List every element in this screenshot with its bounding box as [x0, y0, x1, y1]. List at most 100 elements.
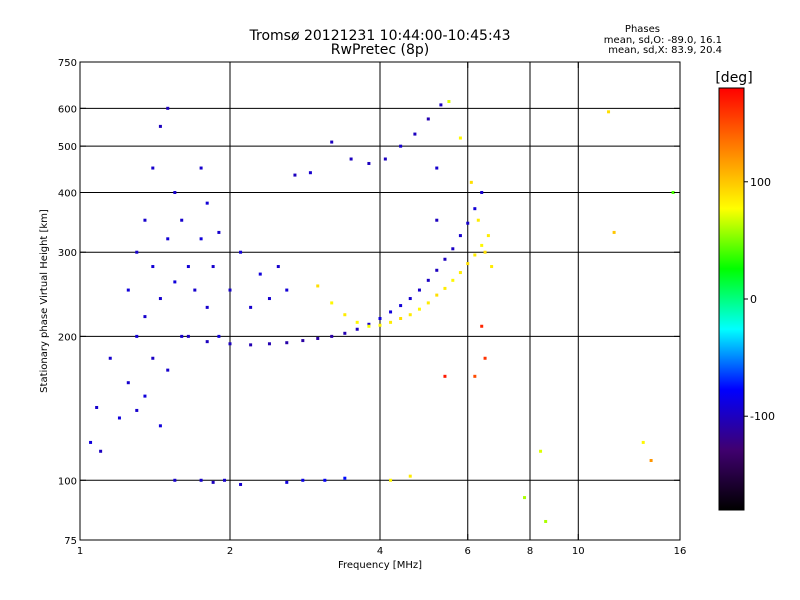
y-axis-label: Stationary phase Virtual Height [km] — [39, 209, 50, 393]
echo-point — [447, 100, 451, 104]
echo-point — [285, 480, 289, 484]
echo-point — [199, 166, 203, 170]
stats-o-mode: mean, sd,O: -89.0, 16.1 — [604, 35, 722, 46]
echo-point — [205, 305, 209, 309]
chart-title: Tromsø 20121231 10:44:00-10:45:43 — [249, 28, 511, 44]
echo-point — [158, 424, 162, 428]
echo-point — [389, 310, 393, 314]
x-tick-label: 6 — [465, 546, 471, 557]
echo-point — [173, 280, 177, 284]
echo-point — [435, 293, 439, 297]
echo-point — [330, 301, 334, 305]
echo-point — [367, 324, 371, 328]
echo-point — [267, 297, 271, 301]
echo-point — [223, 478, 227, 482]
echo-point — [469, 180, 473, 184]
colorbar-label: [deg] — [715, 70, 752, 86]
x-axis-label: Frequency [MHz] — [338, 560, 422, 571]
echo-point — [151, 265, 155, 269]
echo-point — [480, 190, 484, 194]
echo-point — [166, 368, 170, 372]
echo-point — [249, 343, 253, 347]
echo-point — [641, 440, 645, 444]
echo-point — [612, 230, 616, 234]
echo-point — [173, 478, 177, 482]
echo-point — [483, 356, 487, 360]
x-tick-label: 10 — [572, 546, 585, 557]
echo-point — [523, 496, 527, 500]
x-axis-ticks: 1 2 4 6 8 10 16 — [77, 62, 686, 557]
echo-point — [443, 257, 447, 261]
echo-point — [135, 250, 139, 254]
echo-point — [443, 286, 447, 290]
echo-point — [473, 253, 477, 257]
y-tick-label: 500 — [58, 142, 77, 153]
echo-point — [349, 157, 353, 161]
echo-point — [301, 339, 305, 343]
echo-point — [451, 247, 455, 251]
echo-point — [671, 190, 675, 194]
echo-point — [426, 278, 430, 282]
stats-heading: Phases — [625, 24, 660, 35]
echo-point — [607, 110, 611, 114]
echo-point — [435, 218, 439, 222]
echo-point — [389, 320, 393, 324]
echo-point — [443, 374, 447, 378]
echo-point — [316, 336, 320, 340]
echo-point — [293, 173, 297, 177]
y-tick-label: 750 — [58, 58, 77, 69]
echo-point — [316, 284, 320, 288]
echo-point — [458, 136, 462, 140]
echo-point — [285, 341, 289, 345]
echo-point — [126, 381, 130, 385]
echo-point — [158, 124, 162, 128]
echo-point — [426, 301, 430, 305]
echo-point — [186, 265, 190, 269]
echo-point — [473, 207, 477, 211]
y-tick-label: 100 — [58, 476, 77, 487]
echo-point — [383, 157, 387, 161]
echo-point — [483, 250, 487, 254]
echo-point — [267, 342, 271, 346]
echo-point — [378, 316, 382, 320]
echo-point — [490, 265, 494, 269]
x-tick-label: 8 — [527, 546, 533, 557]
x-tick-label: 4 — [377, 546, 383, 557]
echo-point — [239, 482, 243, 486]
echo-point — [476, 218, 480, 222]
echo-point — [143, 218, 147, 222]
echo-point — [408, 313, 412, 317]
echo-point — [458, 234, 462, 238]
echo-point — [180, 218, 184, 222]
echo-point — [399, 144, 403, 148]
echo-point — [239, 250, 243, 254]
echo-point — [166, 237, 170, 241]
y-tick-label: 400 — [58, 188, 77, 199]
echo-point — [413, 132, 417, 136]
echo-point — [108, 356, 112, 360]
echo-point — [89, 440, 93, 444]
echo-point — [367, 322, 371, 326]
echo-point — [199, 237, 203, 241]
echo-point — [367, 161, 371, 165]
echo-point — [649, 458, 653, 462]
echo-point — [285, 288, 289, 292]
echo-points — [89, 100, 675, 523]
echo-point — [539, 449, 543, 453]
stats-x-mode: mean, sd,X: 83.9, 20.4 — [608, 45, 722, 56]
echo-point — [186, 334, 190, 338]
echo-point — [143, 315, 147, 319]
echo-point — [158, 297, 162, 301]
echo-point — [217, 230, 221, 234]
y-tick-label: 200 — [58, 332, 77, 343]
plot-grid — [80, 62, 680, 540]
echo-point — [151, 166, 155, 170]
y-axis-ticks: 75 100 200 300 400 500 600 750 — [58, 58, 680, 547]
echo-point — [458, 271, 462, 275]
echo-point — [193, 288, 197, 292]
echo-point — [301, 478, 305, 482]
echo-point — [451, 278, 455, 282]
echo-point — [211, 480, 215, 484]
echo-point — [308, 171, 312, 175]
